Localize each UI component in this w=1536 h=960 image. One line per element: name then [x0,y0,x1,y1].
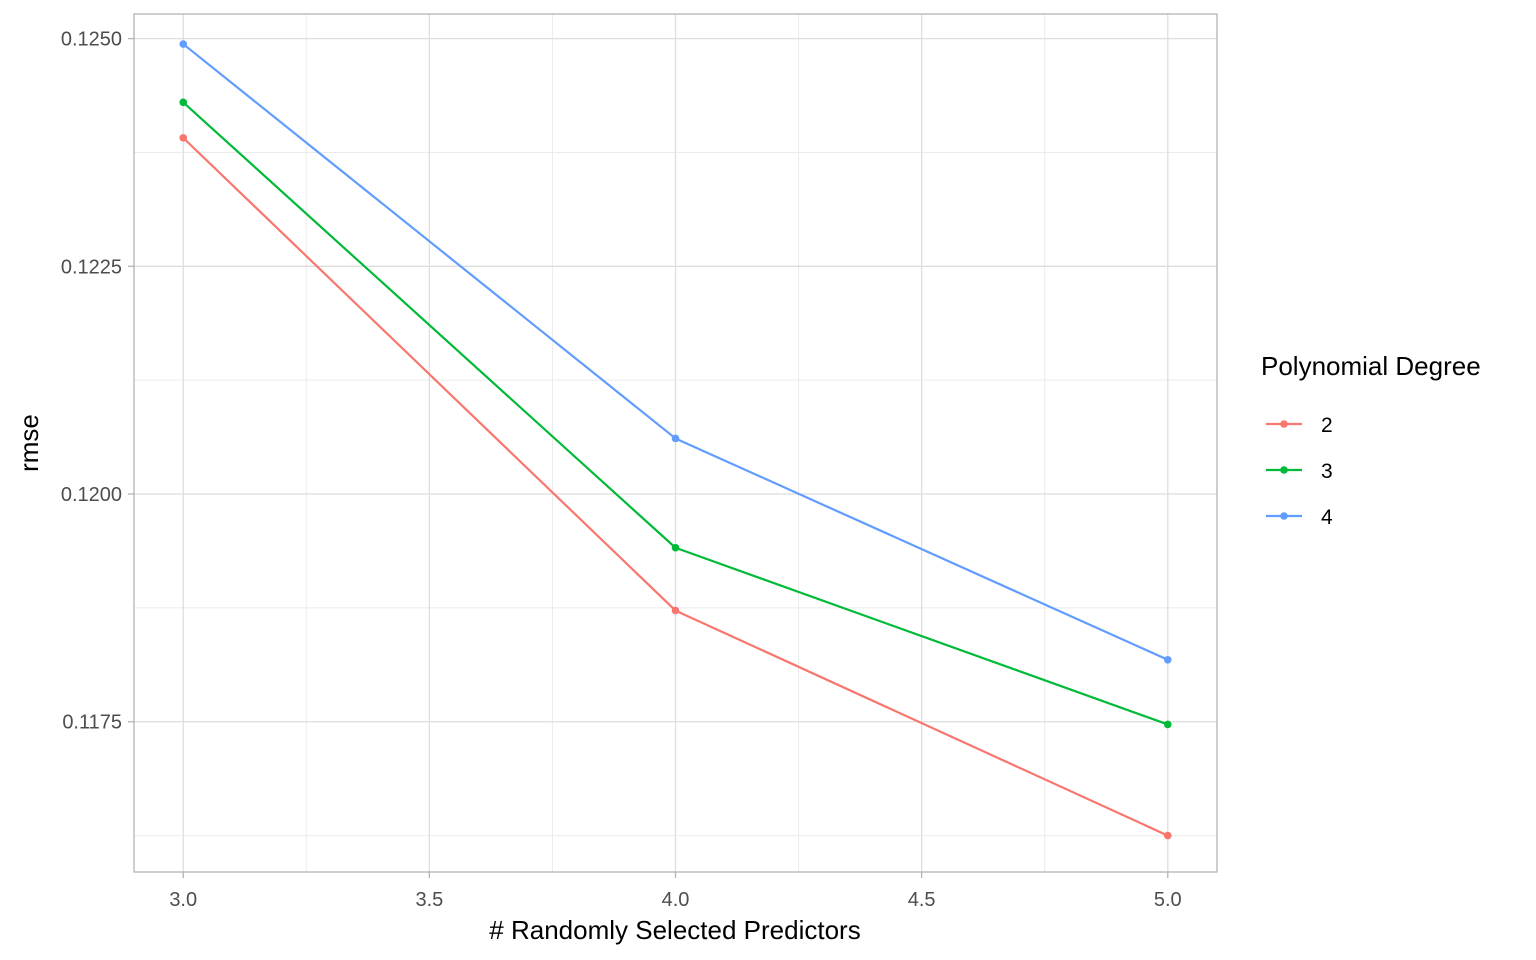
legend-key-point [1280,466,1288,474]
x-tick-label: 4.0 [662,889,690,911]
legend: Polynomial Degree 2 3 4 [1261,351,1481,529]
data-point [1163,655,1172,664]
data-point [1163,831,1172,840]
series-layer [179,40,1172,840]
legend-label: 4 [1321,506,1333,529]
legend-entries: 2 3 4 [1266,414,1333,529]
legend-entry-3: 3 [1266,460,1333,483]
legend-entry-2: 2 [1266,414,1333,437]
legend-entry-4: 4 [1266,506,1333,529]
legend-key-point [1280,420,1288,428]
legend-label: 3 [1321,460,1333,483]
x-tick-labels: 3.0 3.5 4.0 4.5 5.0 [169,889,1181,911]
y-tick-label: 0.1175 [62,712,122,734]
data-point [671,543,680,552]
data-point [179,40,188,48]
y-tick-labels: 0.1175 0.1200 0.1225 0.1250 [61,29,122,734]
major-gridlines [134,14,1217,872]
y-tick-label: 0.1200 [61,484,122,506]
series-2 [179,134,1172,840]
series-3 [179,98,1172,729]
x-tick-label: 4.5 [908,889,936,911]
x-tick-label: 3.5 [415,889,443,911]
data-point [1163,720,1172,729]
data-point [179,98,188,107]
axis-ticks [128,37,1169,878]
legend-key-point [1280,512,1288,520]
data-point [179,134,188,142]
y-tick-label: 0.1225 [61,256,122,278]
y-axis-title: rmse [14,414,44,472]
x-tick-label: 3.0 [169,889,197,911]
legend-title: Polynomial Degree [1261,351,1481,381]
legend-label: 2 [1321,414,1333,437]
data-point [671,434,680,443]
data-point [671,606,680,615]
x-tick-label: 5.0 [1154,889,1182,911]
x-axis-title: # Randomly Selected Predictors [489,915,860,945]
series-4 [179,40,1172,664]
y-tick-label: 0.1250 [61,29,122,51]
